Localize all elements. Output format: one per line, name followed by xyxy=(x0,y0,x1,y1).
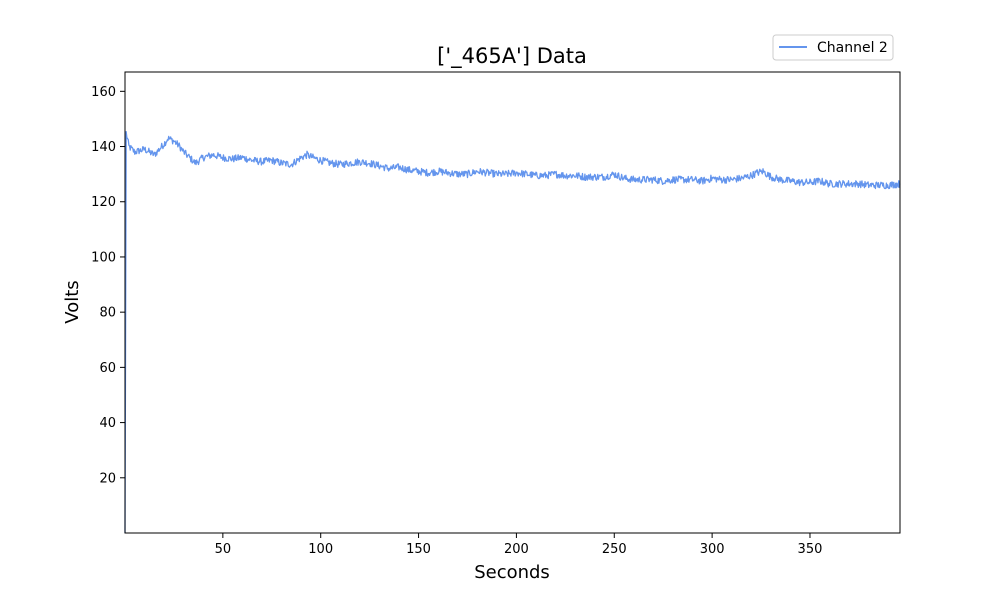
y-axis: 20 40 60 80 100 120 140 160 xyxy=(91,85,125,486)
x-axis-label: Seconds xyxy=(474,562,550,583)
y-tick-label: 160 xyxy=(91,85,116,100)
x-tick-label: 200 xyxy=(504,542,529,557)
y-tick-label: 140 xyxy=(91,140,116,155)
plot-frame xyxy=(124,71,901,534)
x-axis: 50 100 150 200 250 300 350 xyxy=(215,533,823,557)
x-tick-label: 50 xyxy=(215,542,232,557)
y-tick-label: 60 xyxy=(99,361,116,376)
series-line-channel-2 xyxy=(124,130,901,534)
y-tick-label: 20 xyxy=(99,471,116,486)
y-tick-label: 120 xyxy=(91,195,116,210)
y-tick-label: 100 xyxy=(91,250,116,265)
x-tick-label: 350 xyxy=(798,542,823,557)
y-tick-label: 80 xyxy=(99,306,116,321)
legend-frame xyxy=(772,34,894,61)
plot-area xyxy=(124,130,901,534)
x-tick-label: 250 xyxy=(602,542,627,557)
chart-title: ['_465A'] Data xyxy=(437,44,587,69)
legend: Channel 2 xyxy=(772,34,894,61)
x-tick-label: 150 xyxy=(406,542,431,557)
y-axis-label: Volts xyxy=(62,280,83,323)
y-tick-label: 40 xyxy=(99,416,116,431)
legend-entry-channel-2: Channel 2 xyxy=(817,40,888,56)
x-tick-label: 300 xyxy=(700,542,725,557)
x-tick-label: 100 xyxy=(308,542,333,557)
